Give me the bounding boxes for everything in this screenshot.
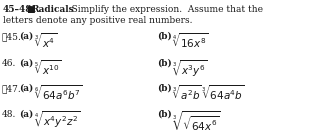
Text: 46.: 46.: [2, 59, 16, 68]
Text: Radicals: Radicals: [32, 5, 75, 14]
Text: (a): (a): [19, 110, 33, 119]
Text: (b): (b): [157, 59, 172, 68]
Text: 48.: 48.: [2, 110, 16, 119]
Text: ‧45.: ‧45.: [2, 32, 22, 41]
Text: (b): (b): [157, 110, 172, 119]
Text: 45–48: 45–48: [3, 5, 33, 14]
Text: $\sqrt[3]{x^4}$: $\sqrt[3]{x^4}$: [34, 32, 57, 50]
Text: $\sqrt[4]{16x^8}$: $\sqrt[4]{16x^8}$: [172, 32, 208, 50]
Text: ‧47.: ‧47.: [2, 84, 22, 93]
Text: $\sqrt[4]{x^4y^2z^2}$: $\sqrt[4]{x^4y^2z^2}$: [34, 110, 80, 130]
Text: $\sqrt[6]{64a^6b^7}$: $\sqrt[6]{64a^6b^7}$: [34, 84, 83, 102]
Text: $\sqrt[3]{\sqrt{64x^6}}$: $\sqrt[3]{\sqrt{64x^6}}$: [172, 110, 221, 134]
Text: (a): (a): [19, 59, 33, 68]
Text: $\sqrt[5]{x^{10}}$: $\sqrt[5]{x^{10}}$: [34, 59, 62, 77]
Text: (a): (a): [19, 32, 33, 41]
Text: (b): (b): [157, 84, 172, 93]
Text: letters denote any positive real numbers.: letters denote any positive real numbers…: [3, 16, 193, 25]
Text: $\sqrt[3]{x^3y^6}$: $\sqrt[3]{x^3y^6}$: [172, 59, 208, 79]
Text: (b): (b): [157, 32, 172, 41]
Text: Simplify the expression.  Assume that the: Simplify the expression. Assume that the: [63, 5, 263, 14]
Text: ■: ■: [24, 5, 39, 14]
Text: (a): (a): [19, 84, 33, 93]
Text: $\sqrt[3]{a^2b}\,\sqrt[3]{64a^4b}$: $\sqrt[3]{a^2b}\,\sqrt[3]{64a^4b}$: [172, 84, 245, 102]
